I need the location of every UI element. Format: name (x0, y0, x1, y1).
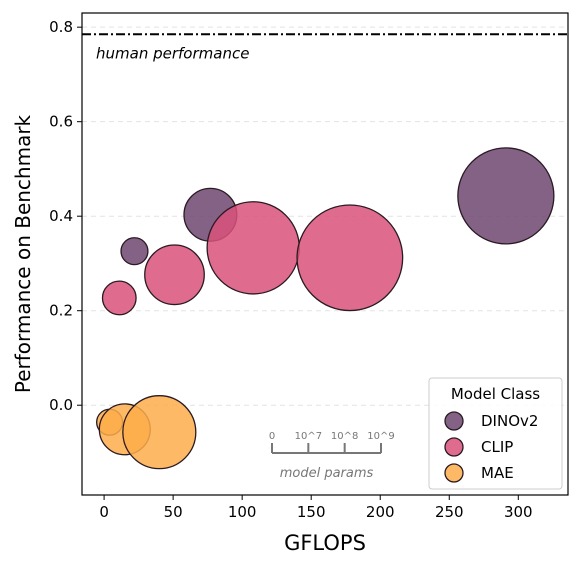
x-axis-label: GFLOPS (284, 531, 366, 555)
size-scale: 0 10^7 10^8 10^9 model params (269, 431, 395, 481)
bubble-clip-1 (144, 244, 205, 306)
size-scale-label-3: 10^9 (367, 431, 394, 442)
y-tick-label-1: 0.2 (49, 302, 73, 320)
human-performance-label: human performance (96, 44, 249, 62)
bubble-clip-0 (101, 280, 137, 316)
size-scale-label-2: 10^8 (331, 431, 358, 442)
plot-frame (81, 12, 569, 496)
legend-items: DINOv2 CLIP MAE (444, 411, 538, 483)
legend-label-dinov2: DINOv2 (481, 412, 538, 430)
size-scale-label-1: 10^7 (295, 431, 322, 442)
legend: Model Class DINOv2 CLIP MAE (428, 377, 563, 490)
x-tick-label-5: 250 (435, 503, 464, 521)
y-tick-label-4: 0.8 (49, 18, 73, 36)
x-ticks: 0 50 100 150 200 250 300 (99, 495, 533, 521)
human-performance-line-group: human performance (82, 33, 568, 62)
bubble-clip-3 (296, 204, 404, 312)
legend-box (428, 377, 563, 490)
y-tick-label-2: 0.4 (49, 207, 73, 225)
size-scale-ticks: 0 10^7 10^8 10^9 (269, 431, 395, 454)
x-tick-label-4: 200 (366, 503, 395, 521)
axes: 0 50 100 150 200 250 300 0.0 0.2 0.4 0.6 0.8 GFLOP… (11, 12, 569, 555)
x-tick-label-3: 150 (297, 503, 326, 521)
bubble-clip-2 (206, 201, 300, 295)
size-scale-label-0: 0 (269, 431, 275, 442)
y-ticks: 0.0 0.2 0.4 0.6 0.8 (49, 18, 82, 414)
legend-title: Model Class (451, 385, 540, 403)
x-tick-label-1: 50 (164, 503, 183, 521)
y-axis-label: Performance on Benchmark (11, 114, 35, 393)
x-tick-label-2: 100 (228, 503, 257, 521)
legend-marker-clip (444, 437, 464, 457)
x-tick-label-0: 0 (99, 503, 109, 521)
bubble-mae-2 (122, 395, 197, 470)
y-tick-label-0: 0.0 (49, 396, 73, 414)
size-scale-caption: model params (280, 466, 374, 481)
legend-marker-mae (444, 463, 464, 483)
bubble-dinov2-2 (457, 147, 555, 245)
y-tick-label-3: 0.6 (49, 113, 73, 131)
bubble-dinov2-0 (120, 237, 149, 266)
legend-marker-dinov2 (444, 411, 464, 431)
bubbles (96, 147, 555, 470)
legend-label-mae: MAE (481, 464, 514, 482)
x-tick-label-6: 300 (504, 503, 533, 521)
legend-label-clip: CLIP (481, 438, 513, 456)
